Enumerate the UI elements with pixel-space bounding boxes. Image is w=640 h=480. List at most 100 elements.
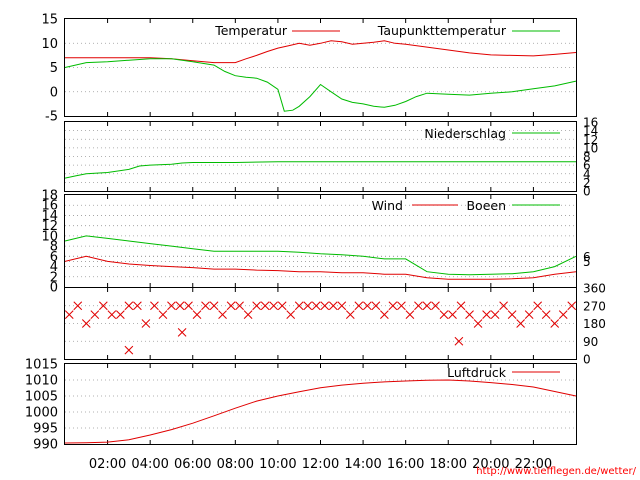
y-tick-label: 270: [583, 299, 606, 313]
legend-wind: Wind Boeen: [372, 198, 560, 213]
y-tick-label: 0: [583, 185, 591, 199]
direction-point: [454, 336, 464, 346]
direction-point: [175, 301, 185, 311]
direction-point: [124, 301, 134, 311]
y-tick-label: 8: [583, 150, 591, 164]
y-tick-label: 1005: [25, 390, 58, 405]
direction-point: [192, 310, 202, 319]
direction-point: [286, 310, 296, 319]
y-tick-label: 360: [583, 282, 606, 296]
direction-point: [533, 301, 543, 311]
direction-point: [397, 301, 406, 311]
direction-point: [328, 301, 338, 311]
y-tick-label: 6: [583, 159, 591, 173]
direction-point: [124, 345, 134, 355]
x-tick-label: 10:00: [259, 457, 296, 472]
legend-label-boeen: Boeen: [466, 198, 506, 213]
direction-point: [209, 301, 219, 311]
legend-label-wind: Wind: [372, 198, 403, 213]
direction-point: [243, 310, 253, 319]
direction-point: [414, 301, 423, 311]
direction-point: [201, 301, 210, 311]
y-tick-label: 2: [50, 270, 58, 285]
direction-point: [354, 301, 364, 311]
direction-point: [98, 301, 108, 311]
y-tick-label: 16: [41, 199, 58, 214]
direction-point: [541, 310, 551, 319]
direction-point: [482, 310, 491, 319]
niederschlag-line: [64, 161, 576, 179]
legend-precipitation: Niederschlag: [424, 126, 560, 141]
x-tick-label: 22:00: [515, 457, 552, 472]
x-tick-label: 16:00: [387, 457, 424, 472]
y-tick-label: 10: [41, 37, 58, 52]
direction-point: [260, 301, 270, 311]
boeen-line: [64, 235, 577, 276]
direction-point: [116, 310, 125, 319]
direction-point: [431, 301, 440, 311]
y-tick-label: 2: [583, 176, 591, 190]
direction-point: [422, 301, 432, 311]
y-tick-label: 5: [50, 61, 58, 76]
x-tick-label: 04:00: [131, 457, 168, 472]
x-tick-label: 12:00: [302, 457, 339, 472]
y-tick-label: 180: [583, 317, 606, 331]
x-tick-label: 18:00: [430, 457, 467, 472]
y-tick-label: 995: [33, 422, 58, 437]
y-tick-label: 1010: [25, 374, 58, 389]
y-tick-label: 1015: [25, 358, 58, 373]
y-tick-label: 6: [583, 250, 591, 264]
direction-point: [516, 319, 525, 328]
luftdruck-line: [64, 379, 577, 444]
direction-point: [177, 328, 187, 337]
y-tick-label: 5: [583, 255, 591, 269]
y-tick-label: 10: [41, 229, 58, 244]
legend-pressure: Luftdruck: [447, 365, 560, 380]
direction-point: [388, 301, 398, 311]
direction-point: [158, 310, 168, 319]
y-tick-label: 0: [50, 85, 58, 100]
panel-frame-temperature: [64, 18, 577, 117]
x-tick-label: 02:00: [89, 457, 126, 472]
direction-point: [345, 310, 355, 319]
direction-point: [235, 301, 244, 311]
y-tick-label: 12: [41, 219, 58, 234]
direction-point: [524, 310, 534, 319]
legend-label-niederschlag: Niederschlag: [424, 126, 506, 141]
direction-point: [380, 310, 389, 319]
direction-point: [311, 301, 321, 311]
x-tick-label: 06:00: [174, 457, 211, 472]
direction-point: [294, 301, 304, 311]
panel-frame-pressure: [64, 363, 577, 445]
direction-point: [277, 301, 287, 311]
legend-label-luftdruck: Luftdruck: [447, 365, 507, 380]
x-tick-marks: [107, 19, 534, 444]
y-tick-label: 1000: [25, 406, 58, 421]
direction-point: [226, 301, 236, 311]
direction-point: [73, 301, 83, 311]
direction-point: [107, 310, 117, 319]
direction-point: [64, 310, 74, 319]
direction-point: [269, 301, 279, 311]
direction-point: [133, 301, 142, 311]
direction-point: [150, 301, 159, 311]
x-tick-label: 08:00: [217, 457, 254, 472]
x-tick-label: 14:00: [344, 457, 381, 472]
direction-point: [337, 301, 347, 311]
y-tick-label: 14: [41, 209, 58, 224]
direction-point: [448, 310, 457, 319]
legend-label-temperatur: Temperatur: [214, 23, 288, 38]
direction-point: [499, 301, 508, 311]
y-tick-label: 6: [50, 250, 58, 265]
y-tick-label: 4: [50, 260, 58, 275]
legend-label-taupunkttemperatur: Taupunkttemperatur: [377, 23, 507, 38]
y-tick-label: 18: [41, 189, 58, 204]
direction-point: [90, 310, 100, 319]
direction-point: [218, 310, 227, 319]
direction-point: [320, 301, 330, 311]
x-tick-label: 20:00: [472, 457, 509, 472]
y-tick-label: 8: [50, 240, 58, 255]
y-tick-label: 10: [583, 141, 598, 155]
direction-point: [81, 319, 91, 328]
